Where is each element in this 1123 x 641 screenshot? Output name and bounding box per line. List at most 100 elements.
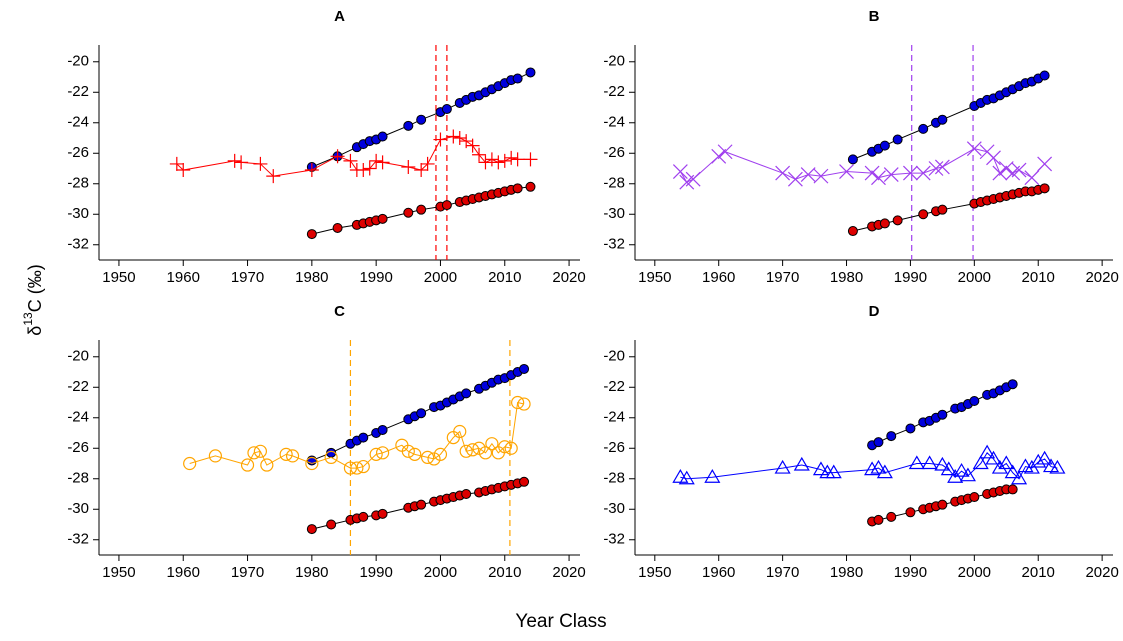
- y-tick-label: -20: [67, 348, 89, 365]
- point: [998, 161, 1014, 176]
- point: [793, 456, 810, 471]
- point: [369, 447, 383, 461]
- x-tick-label: 2010: [1022, 269, 1055, 286]
- point: [717, 144, 733, 160]
- x-tick-label: 1950: [638, 269, 671, 286]
- point: [523, 152, 538, 167]
- x-tick-label: 1990: [894, 269, 927, 286]
- x-tick-label: 1950: [638, 564, 671, 581]
- point: [519, 363, 530, 374]
- point: [304, 163, 319, 178]
- point: [966, 141, 982, 157]
- point: [903, 165, 918, 181]
- y-tick-label: -30: [67, 205, 89, 222]
- point: [886, 511, 897, 522]
- y-tick-label: -22: [67, 378, 89, 395]
- point: [453, 424, 467, 439]
- point: [416, 204, 427, 215]
- point: [704, 469, 721, 483]
- y-tick-label: -22: [603, 378, 625, 395]
- point: [986, 150, 1001, 166]
- point: [1039, 70, 1050, 81]
- point: [825, 464, 842, 479]
- x-tick-label: 1980: [830, 564, 863, 581]
- point: [892, 215, 903, 226]
- y-label-superscript: 13: [21, 312, 35, 326]
- point: [959, 467, 976, 482]
- point: [452, 131, 467, 146]
- y-tick-label: -28: [603, 175, 625, 192]
- x-tick-label: 2000: [424, 564, 457, 581]
- point: [176, 163, 191, 178]
- y-axis-label: δ13C (‰): [21, 264, 45, 335]
- x-axis-label: Year Class: [515, 611, 606, 632]
- point: [465, 138, 480, 153]
- point: [375, 446, 390, 460]
- point: [711, 148, 727, 164]
- point: [1036, 450, 1053, 465]
- point: [478, 155, 493, 170]
- point: [285, 449, 300, 463]
- x-tick-label: 2010: [488, 564, 521, 581]
- x-tick-label: 1960: [702, 564, 735, 581]
- x-tick-label: 1960: [167, 564, 200, 581]
- point: [306, 229, 317, 240]
- point: [847, 226, 858, 237]
- y-tick-label: -32: [603, 236, 625, 253]
- x-tick-label: 1980: [295, 269, 328, 286]
- y-tick-label: -26: [603, 144, 625, 161]
- point: [332, 222, 343, 233]
- point: [350, 461, 364, 475]
- point: [969, 395, 980, 406]
- point: [876, 464, 893, 479]
- point: [934, 159, 950, 175]
- point: [1049, 459, 1066, 474]
- point: [991, 459, 1008, 474]
- x-tick-label: 2020: [552, 564, 585, 581]
- point: [324, 450, 338, 465]
- y-tick-label: -32: [603, 531, 625, 548]
- point: [401, 444, 415, 458]
- point: [358, 432, 369, 443]
- point: [864, 165, 880, 181]
- point: [1037, 156, 1053, 172]
- point: [416, 408, 427, 419]
- x-tick-label: 2010: [488, 269, 521, 286]
- x-tick-label: 1970: [766, 564, 799, 581]
- point: [485, 437, 499, 451]
- point: [433, 447, 448, 461]
- point: [812, 461, 830, 476]
- point: [998, 455, 1015, 470]
- point: [886, 431, 897, 442]
- x-tick-label: 1980: [295, 564, 328, 581]
- x-tick-label: 1990: [359, 564, 392, 581]
- point: [1007, 484, 1018, 495]
- point: [864, 461, 881, 476]
- point: [362, 161, 377, 176]
- point: [678, 470, 695, 485]
- point: [921, 455, 938, 470]
- y-tick-label: -30: [603, 205, 625, 222]
- x-tick-label: 2010: [1022, 564, 1055, 581]
- point: [414, 163, 429, 178]
- x-tick-label: 1970: [231, 269, 264, 286]
- point: [356, 163, 371, 178]
- point: [416, 114, 427, 125]
- point: [839, 164, 854, 179]
- point: [498, 440, 512, 454]
- x-tick-label: 1960: [167, 269, 200, 286]
- point: [441, 200, 452, 211]
- point: [403, 120, 414, 131]
- point: [472, 147, 487, 162]
- point: [883, 167, 899, 183]
- point: [774, 459, 791, 474]
- point: [433, 132, 448, 147]
- panel-title: C: [334, 303, 345, 320]
- y-tick-label: -28: [67, 470, 89, 487]
- point: [497, 153, 512, 168]
- point: [305, 456, 319, 471]
- panel-title: A: [334, 8, 345, 25]
- point: [326, 519, 337, 530]
- point: [330, 149, 345, 164]
